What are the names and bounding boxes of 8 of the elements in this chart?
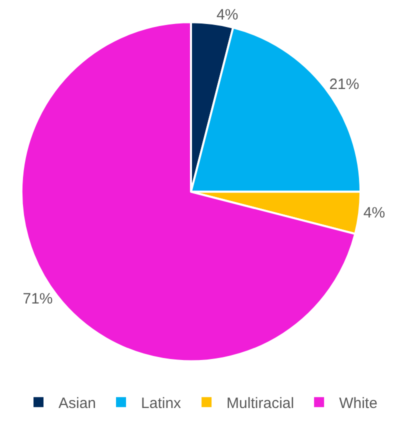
- legend-label: Latinx: [141, 394, 182, 412]
- data-label: 21%: [329, 76, 360, 94]
- legend-label: Asian: [58, 394, 96, 412]
- legend-label: Multiracial: [226, 394, 294, 412]
- legend-label: White: [339, 394, 378, 412]
- data-label: 4%: [216, 6, 238, 24]
- data-label: 71%: [22, 290, 53, 308]
- data-label: 4%: [363, 204, 386, 222]
